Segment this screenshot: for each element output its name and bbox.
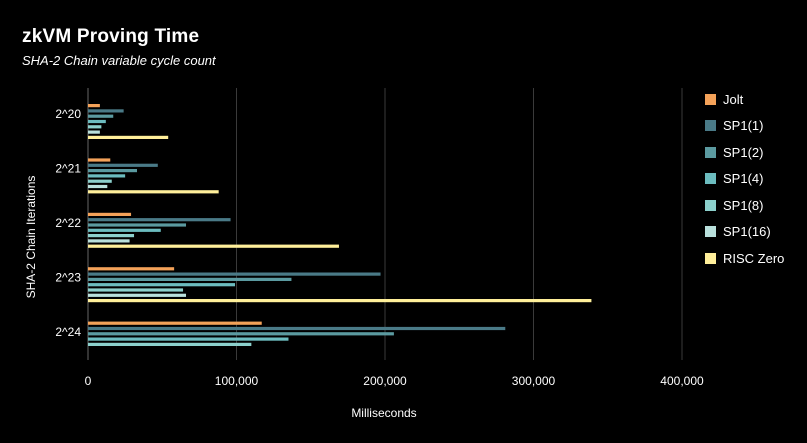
legend-label: SP1(2) [723,144,764,160]
legend-item: SP1(8) [705,192,803,219]
chart-legend: Jolt SP1(1) SP1(2) SP1(4) SP1(8) SP1(16) RISC … [705,86,803,272]
x-tick-label: 400,000 [660,374,704,388]
legend-item: SP1(1) [705,113,803,140]
legend-swatch [705,199,716,211]
bar-sp1-8--0 [88,125,102,129]
bar-sp1-1--2 [88,218,231,222]
y-tick-label: 2^23 [55,270,81,284]
bar-sp1-8--1 [88,179,112,183]
bar-risc-zero-0 [88,135,169,139]
x-axis-label: Milliseconds [351,406,416,420]
legend-item: SP1(2) [705,139,803,166]
bar-sp1-8--4 [88,342,252,346]
bar-sp1-16--2 [88,239,130,243]
legend-item: Jolt [705,86,803,113]
legend-swatch [705,93,716,105]
legend-item: RISC Zero [705,245,803,272]
bar-sp1-2--1 [88,169,138,173]
x-tick-label: 0 [85,374,92,388]
legend-item: SP1(16) [705,219,803,246]
legend-swatch [705,120,716,132]
legend-label: SP1(16) [723,224,771,240]
legend-label: SP1(8) [723,197,764,213]
legend-label: SP1(4) [723,171,764,187]
bar-risc-zero-1 [88,190,219,194]
bar-sp1-1--1 [88,163,158,167]
bar-sp1-16--0 [88,130,100,134]
bar-sp1-2--3 [88,277,292,281]
legend-swatch [705,146,716,158]
bar-sp1-4--2 [88,228,161,232]
x-tick-label: 300,000 [512,374,556,388]
legend-label: RISC Zero [723,250,785,266]
bar-risc-zero-2 [88,244,339,248]
chart-title: zkVM Proving Time [22,26,200,47]
bar-risc-zero-3 [88,299,592,303]
bar-sp1-2--0 [88,114,114,118]
bar-jolt-1 [88,158,111,162]
bar-sp1-8--2 [88,234,135,238]
chart-subtitle: SHA-2 Chain variable cycle count [22,53,216,68]
y-tick-label: 2^24 [55,325,81,339]
bar-sp1-4--3 [88,283,236,287]
bar-sp1-2--4 [88,332,394,336]
bar-sp1-4--0 [88,119,106,124]
y-tick-label: 2^21 [55,162,81,176]
bar-sp1-2--2 [88,223,187,227]
bar-sp1-1--0 [88,109,124,113]
bar-sp1-4--4 [88,337,289,341]
bar-jolt-4 [88,321,262,325]
legend-swatch [705,226,716,238]
y-tick-label: 2^20 [55,107,81,121]
bar-sp1-16--1 [88,184,108,189]
legend-swatch [705,252,716,264]
x-tick-label: 100,000 [215,374,259,388]
bar-sp1-16--3 [88,293,187,297]
legend-label: SP1(1) [723,118,764,134]
x-tick-label: 200,000 [363,374,407,388]
bar-sp1-8--3 [88,288,184,292]
bar-jolt-3 [88,267,175,271]
bar-sp1-1--3 [88,272,381,276]
y-axis-label: SHA-2 Chain Iterations [24,176,38,299]
legend-swatch [705,173,716,185]
bar-jolt-2 [88,212,132,216]
bar-jolt-0 [88,104,100,108]
legend-item: SP1(4) [705,166,803,193]
legend-label: Jolt [723,91,744,107]
bar-sp1-4--1 [88,174,126,178]
y-tick-label: 2^22 [55,216,81,230]
bar-sp1-1--4 [88,326,506,331]
